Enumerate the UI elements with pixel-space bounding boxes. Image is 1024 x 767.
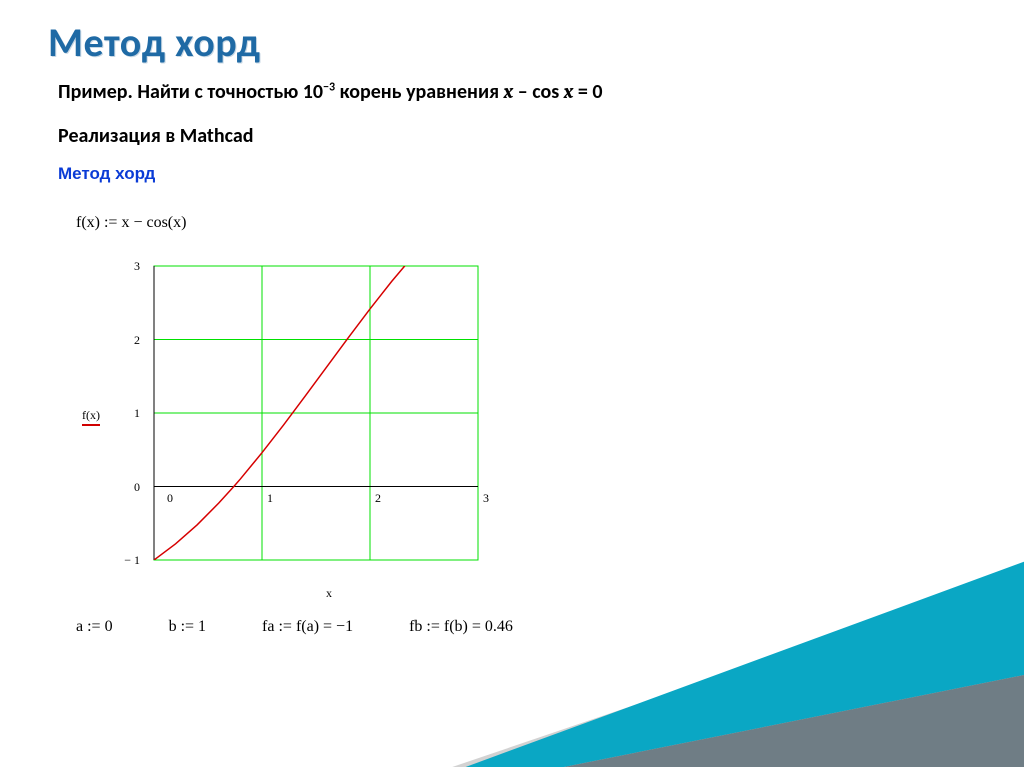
chart-svg — [146, 258, 486, 568]
eq-minus-cos: – cos — [513, 80, 564, 104]
chart-container: f(x) x − 1 0 1 2 3 1 2 3 0 — [76, 258, 496, 598]
y-axis-label-text: f(x) — [82, 408, 100, 426]
assign-fa: fa := f(a) = −1 — [262, 618, 353, 636]
slide: Метод хорд Пример. Найти с точностью 10−… — [0, 0, 1024, 767]
assign-a: a := 0 — [76, 618, 113, 636]
page-title: Метод хорд — [48, 18, 260, 67]
implementation-text: Реализация в Mathcad — [58, 124, 253, 148]
x-tick-label: 3 — [476, 491, 496, 506]
example-prefix: Пример. Найти с точностью 10 — [58, 80, 323, 104]
method-subheading: Метод хорд — [58, 164, 155, 184]
eq-var-x1: x — [504, 80, 514, 103]
example-mid: корень уравнения — [335, 80, 503, 104]
x-axis-label: x — [326, 586, 332, 601]
y-tick-label: 3 — [116, 259, 140, 274]
example-exponent: −3 — [323, 80, 335, 94]
eq-var-x2: x — [564, 80, 574, 103]
x-tick-label: 1 — [260, 491, 280, 506]
eq-tail: = 0 — [573, 80, 602, 104]
y-tick-label: 2 — [116, 333, 140, 348]
origin-tick-label: 0 — [160, 491, 180, 506]
y-axis-label: f(x) — [82, 408, 100, 426]
y-tick-label: − 1 — [116, 553, 140, 568]
assignments-row: a := 0 b := 1 fa := f(a) = −1 fb := f(b)… — [76, 618, 513, 636]
assign-b: b := 1 — [169, 618, 206, 636]
assign-fb: fb := f(b) = 0.46 — [409, 618, 513, 636]
x-tick-label: 2 — [368, 491, 388, 506]
example-text: Пример. Найти с точностью 10−3 корень ур… — [58, 80, 603, 104]
function-definition: f(x) := x − cos(x) — [76, 214, 186, 232]
y-tick-label: 0 — [116, 480, 140, 495]
y-tick-label: 1 — [116, 406, 140, 421]
chart-plot — [146, 258, 486, 568]
